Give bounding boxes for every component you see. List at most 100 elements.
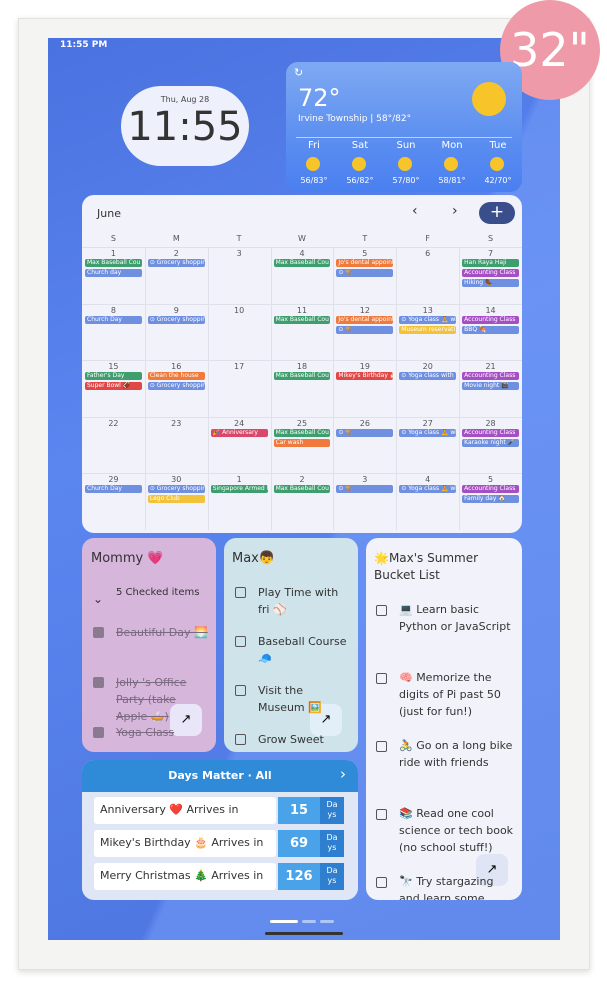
checkbox[interactable]: [235, 636, 246, 647]
event[interactable]: Max Baseball Cou: [273, 372, 331, 381]
refresh-icon[interactable]: ↻: [294, 66, 304, 79]
clock-widget[interactable]: Thu, Aug 28 11:55: [121, 86, 249, 166]
event[interactable]: ⊙ 🐒: [336, 485, 394, 494]
event[interactable]: Car wash: [273, 438, 331, 447]
event[interactable]: Church Day: [85, 485, 142, 494]
event[interactable]: ⊙ Grocery shoppin: [147, 259, 205, 267]
event[interactable]: 🎉 Anniversary: [210, 428, 268, 437]
day-cell[interactable]: [82, 247, 145, 304]
checkbox[interactable]: [376, 605, 387, 616]
more-button[interactable]: ›: [340, 765, 346, 783]
day-cell[interactable]: [207, 416, 271, 474]
chevron[interactable]: ⌄: [93, 592, 104, 606]
day-cell[interactable]: [270, 416, 334, 474]
day-cell[interactable]: [144, 473, 208, 530]
day-cell[interactable]: [459, 303, 522, 361]
day-cell[interactable]: [207, 360, 271, 417]
event[interactable]: BBQ 🍖: [462, 325, 519, 334]
day-cell[interactable]: [396, 416, 460, 474]
open-button[interactable]: ↗: [476, 854, 508, 886]
event[interactable]: Max Baseball Cou: [273, 315, 331, 324]
checkbox[interactable]: [376, 877, 387, 888]
event[interactable]: Museum reservati: [399, 325, 457, 334]
checkbox[interactable]: [376, 673, 387, 684]
event[interactable]: Father's Day: [85, 372, 142, 381]
weather-widget[interactable]: ↻ 72° Irvine Township | 58°/82° Fri 56/83…: [286, 62, 522, 192]
checkbox[interactable]: [376, 809, 387, 820]
event[interactable]: Accounting Class: [462, 485, 519, 494]
day-cell[interactable]: [270, 473, 334, 530]
add-button[interactable]: +: [479, 202, 515, 224]
event[interactable]: ⊙ Grocery shoppin: [147, 315, 205, 324]
day-cell[interactable]: [333, 247, 397, 304]
event[interactable]: Church Day: [85, 315, 142, 324]
event[interactable]: ⊙ Yoga class 🧘 wi: [399, 315, 457, 324]
day-cell[interactable]: [459, 247, 522, 304]
event[interactable]: ⊙ 🐒: [336, 325, 394, 334]
open-button[interactable]: ↗: [310, 704, 342, 736]
event[interactable]: Super Bowl 🏈: [85, 382, 142, 391]
days-matter[interactable]: Days Matter · All › Anniversary ❤️ Arriv…: [82, 760, 358, 900]
prev-button[interactable]: ‹: [412, 203, 418, 219]
day-cell[interactable]: [396, 247, 460, 304]
event[interactable]: ⊙ Grocery shoppin: [147, 485, 205, 494]
day-cell[interactable]: [207, 303, 271, 361]
max-list[interactable]: Max👦 ↗ Play Time with fri ⚾ Baseball Cour…: [224, 538, 358, 752]
day-cell[interactable]: [270, 247, 334, 304]
event[interactable]: ⊙ 🐒: [336, 269, 394, 277]
next-button[interactable]: ›: [452, 203, 458, 219]
event[interactable]: Clean the house: [147, 372, 205, 381]
open-button[interactable]: ↗: [170, 704, 202, 736]
day-cell[interactable]: [144, 303, 208, 361]
event[interactable]: ⊙ 🐒: [336, 428, 394, 437]
day-cell[interactable]: [459, 360, 522, 417]
event[interactable]: Accounting Class: [462, 315, 519, 324]
checkbox[interactable]: [93, 627, 104, 638]
day-cell[interactable]: [82, 360, 145, 417]
checkbox[interactable]: [235, 587, 246, 598]
checkbox[interactable]: [235, 685, 246, 696]
event[interactable]: Accounting Class: [462, 372, 519, 381]
day-cell[interactable]: [333, 360, 397, 417]
day-cell[interactable]: [207, 247, 271, 304]
event[interactable]: Church day: [85, 269, 142, 277]
event[interactable]: Jo's dental appoint: [336, 315, 394, 324]
day-cell[interactable]: [82, 416, 145, 474]
event[interactable]: Karaoke night 🎤: [462, 438, 519, 447]
day-cell[interactable]: [270, 360, 334, 417]
day-cell[interactable]: [270, 303, 334, 361]
day-cell[interactable]: [459, 416, 522, 474]
event[interactable]: Singapore Armed F: [210, 485, 268, 494]
checkbox[interactable]: [235, 734, 246, 745]
day-cell[interactable]: [144, 416, 208, 474]
day-cell[interactable]: [207, 473, 271, 530]
checkbox[interactable]: [93, 727, 104, 738]
event[interactable]: ⊙ Yoga class 🧘 wi: [399, 428, 457, 437]
day-cell[interactable]: [144, 247, 208, 304]
event[interactable]: Family day 🏠: [462, 495, 519, 504]
day-cell[interactable]: [82, 473, 145, 530]
bucket-list[interactable]: 🌟Max's Summer Bucket List ↗ 💻 Learn basi…: [366, 538, 522, 900]
event[interactable]: Max Baseball Cou: [273, 485, 331, 494]
checkbox[interactable]: [93, 677, 104, 688]
event[interactable]: Max Baseball Cou: [273, 428, 331, 437]
event[interactable]: ⊙ Yoga class with: [399, 372, 457, 381]
event[interactable]: ⊙ Grocery shoppin: [147, 382, 205, 391]
day-cell[interactable]: [333, 416, 397, 474]
day-cell[interactable]: [333, 473, 397, 530]
mommy-list[interactable]: Mommy 💗 ⌄ 5 Checked items ↗ Beautiful Da…: [82, 538, 216, 752]
event[interactable]: Max Baseball Cou: [273, 259, 331, 267]
event[interactable]: Han Raya Haji: [462, 259, 519, 267]
checkbox[interactable]: [376, 741, 387, 752]
event[interactable]: ⊙ Yoga class 🧘 wi: [399, 485, 457, 494]
event[interactable]: Jo's dental appoint: [336, 259, 394, 267]
event[interactable]: Hiking 🥾: [462, 279, 519, 287]
day-cell[interactable]: [144, 360, 208, 417]
event[interactable]: Accounting Class: [462, 269, 519, 277]
event[interactable]: Max Baseball Cou: [85, 259, 142, 267]
event[interactable]: Lego Club: [147, 495, 205, 504]
event[interactable]: Movie night 🎬: [462, 382, 519, 391]
event[interactable]: Mikey's Birthday 🎂: [336, 372, 394, 381]
calendar-widget[interactable]: June ‹ › + S M T W T F S 1 Max Baseball Cou Churc…: [82, 195, 522, 533]
day-cell[interactable]: [459, 473, 522, 530]
